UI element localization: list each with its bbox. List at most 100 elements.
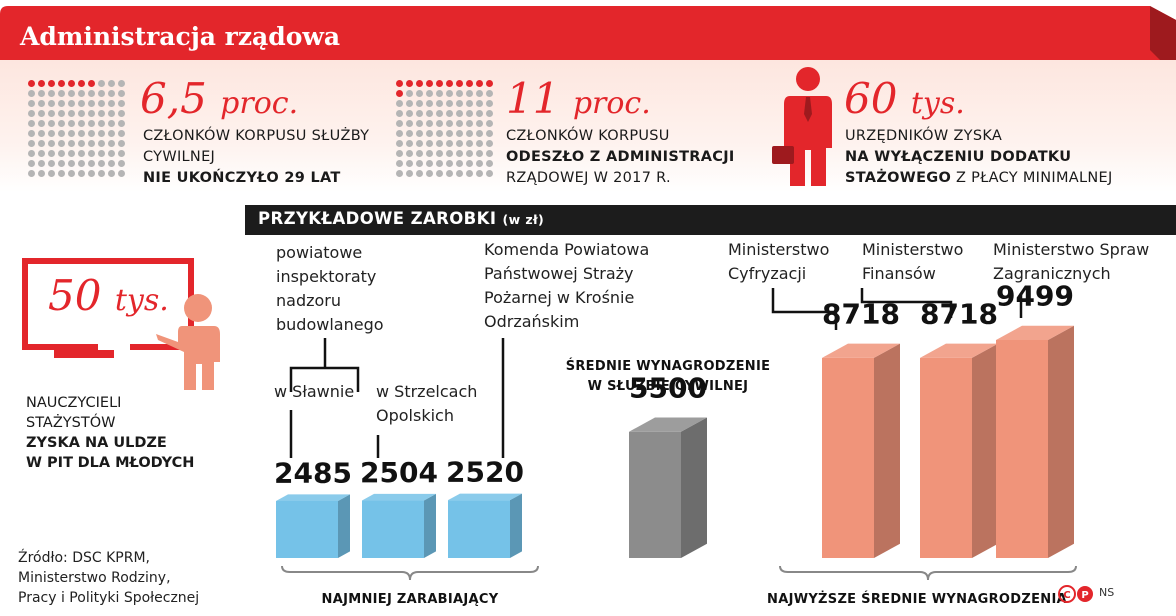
bracket-high [779, 565, 1077, 581]
connector-line [289, 366, 360, 392]
dot-highlighted [446, 80, 453, 87]
dot [426, 90, 433, 97]
dot [456, 90, 463, 97]
dot [68, 120, 75, 127]
bracket-low [281, 565, 539, 581]
dot [486, 140, 493, 147]
dot [416, 100, 423, 107]
dot [98, 80, 105, 87]
dot [68, 130, 75, 137]
dot [446, 140, 453, 147]
dot [118, 90, 125, 97]
dot [436, 110, 443, 117]
businessman-icon [772, 67, 832, 186]
dot [426, 170, 433, 177]
dot [48, 110, 55, 117]
dot [416, 120, 423, 127]
chart-title-bar [245, 205, 1176, 235]
dot [58, 150, 65, 157]
dot [58, 160, 65, 167]
category-label: Komenda Powiatowa [484, 240, 649, 259]
dot [98, 90, 105, 97]
dot [68, 150, 75, 157]
dot [476, 150, 483, 157]
dot [466, 100, 473, 107]
dot [78, 170, 85, 177]
value-label: 2485 [274, 456, 352, 489]
dot [108, 90, 115, 97]
dot [466, 170, 473, 177]
bracket-label-high: NAJWYŻSZE ŚREDNIE WYNAGRODZENIA [767, 591, 1067, 607]
dot [58, 130, 65, 137]
dot-highlighted [486, 80, 493, 87]
dot [98, 130, 105, 137]
dot [446, 110, 453, 117]
group-label: inspektoraty [276, 267, 376, 286]
dot [78, 100, 85, 107]
dot [28, 100, 35, 107]
dot [436, 130, 443, 137]
dot [486, 170, 493, 177]
dot [48, 120, 55, 127]
dot [486, 90, 493, 97]
bar-side [972, 343, 998, 558]
dot [406, 140, 413, 147]
bar [362, 500, 424, 558]
dot [98, 100, 105, 107]
dot [68, 140, 75, 147]
bar [996, 340, 1048, 558]
dot [436, 90, 443, 97]
dot [48, 130, 55, 137]
dot [98, 160, 105, 167]
dot [28, 170, 35, 177]
dot [58, 90, 65, 97]
bar [276, 500, 338, 558]
dot [38, 90, 45, 97]
dot [68, 90, 75, 97]
dot [48, 100, 55, 107]
dot-highlighted [456, 80, 463, 87]
dot [98, 110, 105, 117]
dot [436, 140, 443, 147]
dot [118, 160, 125, 167]
dot-matrix-1 [28, 80, 126, 178]
dot [108, 170, 115, 177]
category-label: w Sławnie [274, 382, 354, 401]
dot [406, 170, 413, 177]
dot [436, 150, 443, 157]
bar-side [424, 493, 436, 558]
dot [28, 90, 35, 97]
dot [28, 130, 35, 137]
dot [436, 160, 443, 167]
dot [108, 100, 115, 107]
category-label: Cyfryzacji [728, 264, 806, 283]
dot [406, 130, 413, 137]
dot [466, 110, 473, 117]
dot [406, 110, 413, 117]
dot [456, 120, 463, 127]
dot-matrix-2 [396, 80, 494, 178]
dot-highlighted [28, 80, 35, 87]
category-label: W SŁUŻBIE CYWILNEJ [588, 378, 749, 394]
dot-highlighted [466, 80, 473, 87]
dot-highlighted [416, 80, 423, 87]
dot [108, 140, 115, 147]
connector-line [860, 288, 953, 318]
author-credit: NS [1099, 586, 1115, 599]
dot [28, 160, 35, 167]
dot [486, 100, 493, 107]
dot [396, 150, 403, 157]
dot [416, 130, 423, 137]
category-label: Pożarnej w Krośnie [484, 288, 634, 307]
dot [446, 90, 453, 97]
dot [118, 150, 125, 157]
dot [476, 100, 483, 107]
stat-value-2: 11 proc. [506, 74, 651, 123]
bar [822, 357, 874, 558]
dot [446, 120, 453, 127]
dot [28, 120, 35, 127]
category-label: ŚREDNIE WYNAGRODZENIE [566, 358, 771, 374]
dot [426, 110, 433, 117]
dot [118, 100, 125, 107]
category-label: Odrzańskim [484, 312, 579, 331]
